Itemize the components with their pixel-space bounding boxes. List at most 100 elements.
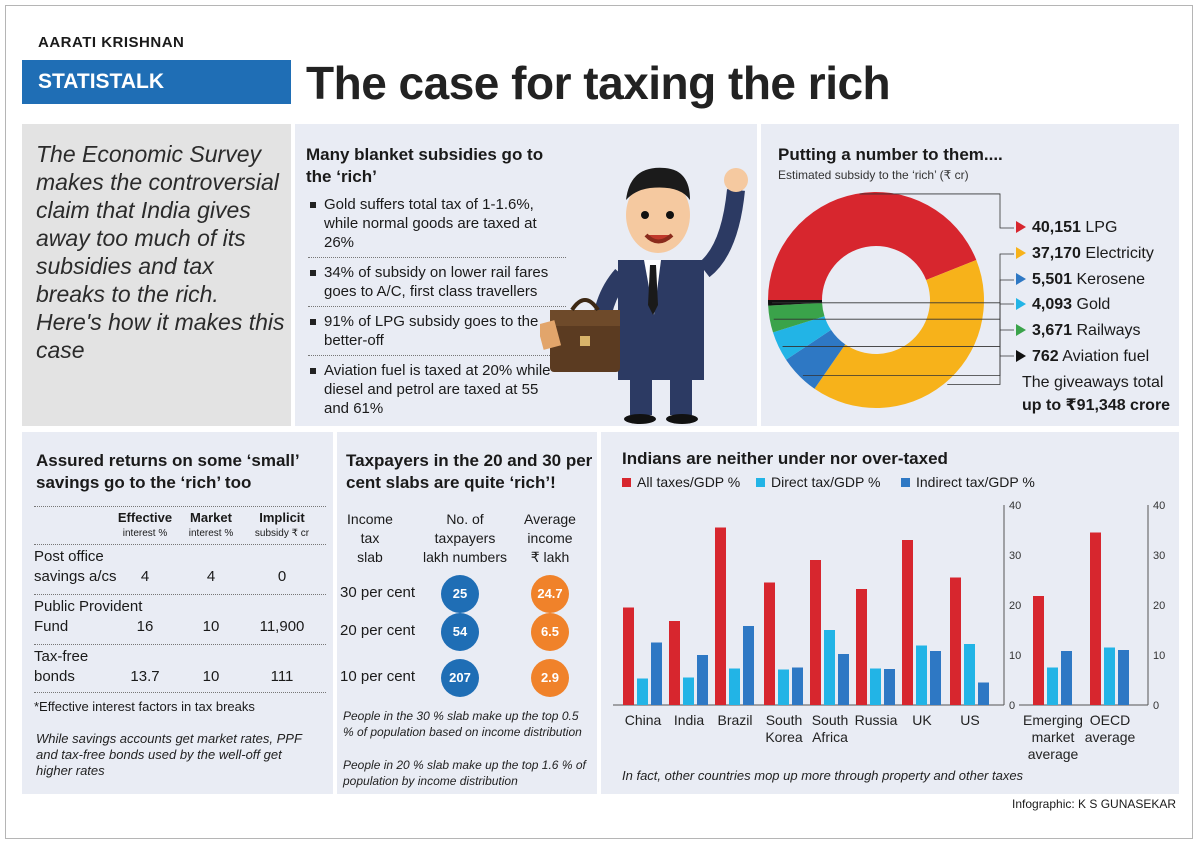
pie-title: Putting a number to them.... bbox=[778, 145, 1003, 164]
bar-indirect bbox=[930, 651, 941, 705]
savings-sub: 0 bbox=[277, 568, 287, 585]
subsidy-item: 91% of LPG subsidy goes to the better-of… bbox=[308, 312, 566, 356]
savings-panel bbox=[22, 432, 333, 794]
pie-slice-railways bbox=[768, 302, 825, 333]
bar-all bbox=[902, 540, 913, 705]
businessman-illustration bbox=[540, 167, 748, 424]
legend-arrow-icon bbox=[1016, 221, 1026, 233]
pie-legend-value: 5,501 bbox=[1032, 271, 1073, 288]
bar-all bbox=[1090, 532, 1101, 705]
savings-sub: 111 bbox=[270, 668, 294, 685]
taxpayers-col-income: Average income ₹ lakh bbox=[515, 510, 585, 567]
col-head: ₹ lakh bbox=[530, 549, 570, 565]
savings-row-name: bonds bbox=[34, 668, 75, 685]
pie-legend-label: Electricity bbox=[1085, 245, 1154, 262]
bar-indirect bbox=[884, 669, 895, 705]
savings-mkt: 10 bbox=[202, 668, 220, 685]
pie-subtitle: Estimated subsidy to the ‘rich’ (₹ cr) bbox=[778, 168, 969, 182]
pie-leader-line bbox=[859, 193, 1014, 229]
x-category-label: Korea bbox=[765, 729, 803, 745]
savings-col-market: Market interest % bbox=[182, 511, 240, 541]
taxpayer-count-badge: 25 bbox=[441, 575, 479, 613]
tax-slab-label: 10 per cent bbox=[340, 668, 416, 685]
subsidies-title: Many blanket subsidies go to the ‘rich’ bbox=[306, 145, 544, 186]
col-head: Average bbox=[524, 511, 576, 527]
savings-row-name: Public Provident bbox=[34, 598, 143, 615]
legend-indirect-tax: Indirect tax/GDP % bbox=[901, 474, 1035, 490]
author: AARATI KRISHNAN bbox=[38, 34, 185, 51]
pie-legend-item: 3,671 Railways bbox=[1016, 321, 1141, 341]
savings-mkt: 4 bbox=[206, 568, 216, 585]
x-category-label: Emerging bbox=[1023, 712, 1083, 728]
y-tick-label: 10 bbox=[1153, 650, 1165, 662]
col-head-sub: interest % bbox=[188, 528, 234, 539]
subsidy-item: Aviation fuel is taxed at 20% while dies… bbox=[308, 361, 566, 423]
pie-slice-gold bbox=[772, 316, 832, 360]
bar-direct bbox=[729, 668, 740, 705]
bar-all bbox=[623, 607, 634, 705]
bar-all bbox=[810, 560, 821, 705]
bar-all bbox=[1033, 596, 1044, 705]
divider bbox=[34, 506, 326, 508]
pie-legend-value: 40,151 bbox=[1032, 219, 1081, 236]
section-tag: STATISTALK bbox=[22, 60, 291, 104]
divider bbox=[34, 692, 326, 693]
savings-eff: 16 bbox=[136, 618, 154, 635]
savings-col-subsidy: Implicit subsidy ₹ cr bbox=[244, 511, 320, 541]
legend-arrow-icon bbox=[1016, 273, 1026, 285]
x-category-label: South bbox=[766, 712, 803, 728]
savings-mkt: 10 bbox=[202, 618, 220, 635]
x-category-label: India bbox=[674, 712, 705, 728]
savings-row-name: Fund bbox=[34, 618, 69, 635]
subsidy-donut-chart bbox=[768, 191, 1014, 408]
divider bbox=[34, 594, 326, 595]
savings-eff: 4 bbox=[140, 568, 150, 585]
col-head-sub: subsidy ₹ cr bbox=[254, 528, 310, 539]
pie-legend-label: Railways bbox=[1076, 322, 1141, 339]
col-head: taxpayers bbox=[434, 530, 496, 546]
page-frame bbox=[5, 5, 1193, 839]
y-tick-label: 20 bbox=[1009, 600, 1021, 612]
subsidies-list: Gold suffers total tax of 1-1.6%, while … bbox=[308, 195, 566, 428]
y-tick-label: 0 bbox=[1009, 700, 1015, 712]
bar-direct bbox=[916, 645, 927, 705]
bar-direct bbox=[1047, 667, 1058, 705]
legend-direct-tax: Direct tax/GDP % bbox=[756, 474, 880, 490]
bar-direct bbox=[870, 668, 881, 705]
avg-income-badge: 6.5 bbox=[531, 613, 569, 651]
pie-slice-kerosene bbox=[786, 329, 846, 389]
tax-slab-label: 20 per cent bbox=[340, 622, 416, 639]
pie-slice-lpg bbox=[768, 191, 977, 300]
col-head: Implicit bbox=[259, 510, 305, 525]
divider bbox=[34, 544, 326, 545]
pie-leader-line bbox=[772, 302, 1014, 357]
taxpayers-note-2: People in 20 % slab make up the top 1.6 … bbox=[343, 758, 586, 788]
x-category-label: China bbox=[625, 712, 662, 728]
pie-slice-electricity bbox=[814, 259, 984, 408]
savings-col-effective: Effective interest % bbox=[116, 511, 174, 541]
col-head-sub: interest % bbox=[122, 528, 168, 539]
col-head: lakh numbers bbox=[422, 549, 508, 565]
x-category-label: UK bbox=[912, 712, 932, 728]
savings-title: Assured returns on some ‘small’ savings … bbox=[36, 451, 299, 492]
pie-legend-value: 762 bbox=[1032, 348, 1059, 365]
taxpayer-count-badge: 54 bbox=[441, 613, 479, 651]
col-head: Income bbox=[347, 511, 393, 527]
page-title: The case for taxing the rich bbox=[306, 57, 891, 109]
y-tick-label: 10 bbox=[1009, 650, 1021, 662]
col-head: tax bbox=[360, 530, 380, 546]
bar-all bbox=[856, 589, 867, 705]
col-head: slab bbox=[357, 549, 383, 565]
taxpayer-count-badge: 207 bbox=[441, 659, 479, 697]
avg-income-badge: 2.9 bbox=[531, 659, 569, 697]
x-category-label: OECD bbox=[1090, 712, 1130, 728]
bar-direct bbox=[637, 678, 648, 705]
bar-direct bbox=[1104, 647, 1115, 705]
y-tick-label: 30 bbox=[1153, 550, 1165, 562]
bar-indirect bbox=[651, 642, 662, 705]
savings-row-name: Tax-free bbox=[34, 648, 89, 665]
subsidy-item: Gold suffers total tax of 1-1.6%, while … bbox=[308, 195, 566, 258]
legend-label: All taxes/GDP % bbox=[637, 474, 741, 490]
x-category-label: Africa bbox=[812, 729, 848, 745]
pie-legend-item: 762 Aviation fuel bbox=[1016, 347, 1149, 367]
